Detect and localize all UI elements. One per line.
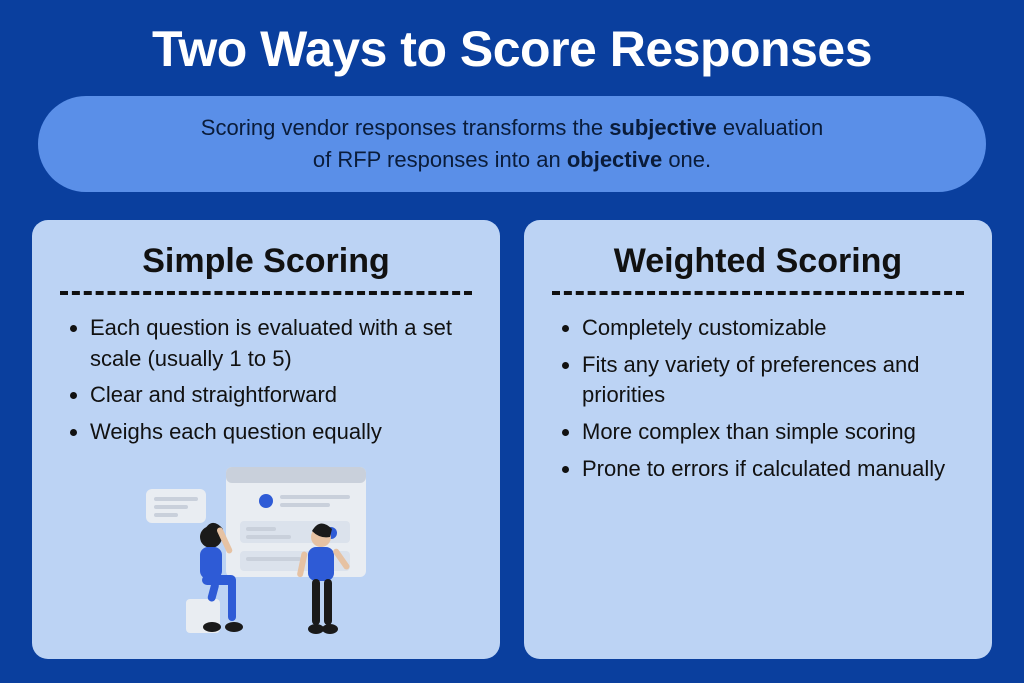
infographic-page: Two Ways to Score Responses Scoring vend…: [0, 0, 1024, 683]
list-item: Fits any variety of preferences and prio…: [582, 350, 964, 412]
list-item: Weighs each question equally: [90, 417, 472, 448]
subtitle-text-3: of RFP responses into an: [313, 147, 567, 172]
list-item: More complex than simple scoring: [582, 417, 964, 448]
subtitle-bold-1: subjective: [609, 115, 717, 140]
subtitle-text-1: Scoring vendor responses transforms the: [201, 115, 609, 140]
page-title: Two Ways to Score Responses: [32, 20, 992, 78]
people-board-icon: [116, 459, 416, 639]
list-item: Prone to errors if calculated manually: [582, 454, 964, 485]
list-item: Completely customizable: [582, 313, 964, 344]
cards-row: Simple Scoring Each question is evaluate…: [32, 220, 992, 659]
subtitle-bold-2: objective: [567, 147, 662, 172]
illustration-people-board: [60, 459, 472, 639]
card-bullets: Completely customizable Fits any variety…: [552, 313, 964, 491]
subtitle-text-4: one.: [662, 147, 711, 172]
card-divider: [552, 291, 964, 295]
subtitle-pill: Scoring vendor responses transforms the …: [38, 96, 986, 192]
subtitle-text-2: evaluation: [717, 115, 823, 140]
card-simple-scoring: Simple Scoring Each question is evaluate…: [32, 220, 500, 659]
card-bullets: Each question is evaluated with a set sc…: [60, 313, 472, 454]
card-divider: [60, 291, 472, 295]
card-title: Simple Scoring: [60, 242, 472, 281]
card-weighted-scoring: Weighted Scoring Completely customizable…: [524, 220, 992, 659]
list-item: Clear and straightforward: [90, 380, 472, 411]
list-item: Each question is evaluated with a set sc…: [90, 313, 472, 375]
card-title: Weighted Scoring: [552, 242, 964, 281]
